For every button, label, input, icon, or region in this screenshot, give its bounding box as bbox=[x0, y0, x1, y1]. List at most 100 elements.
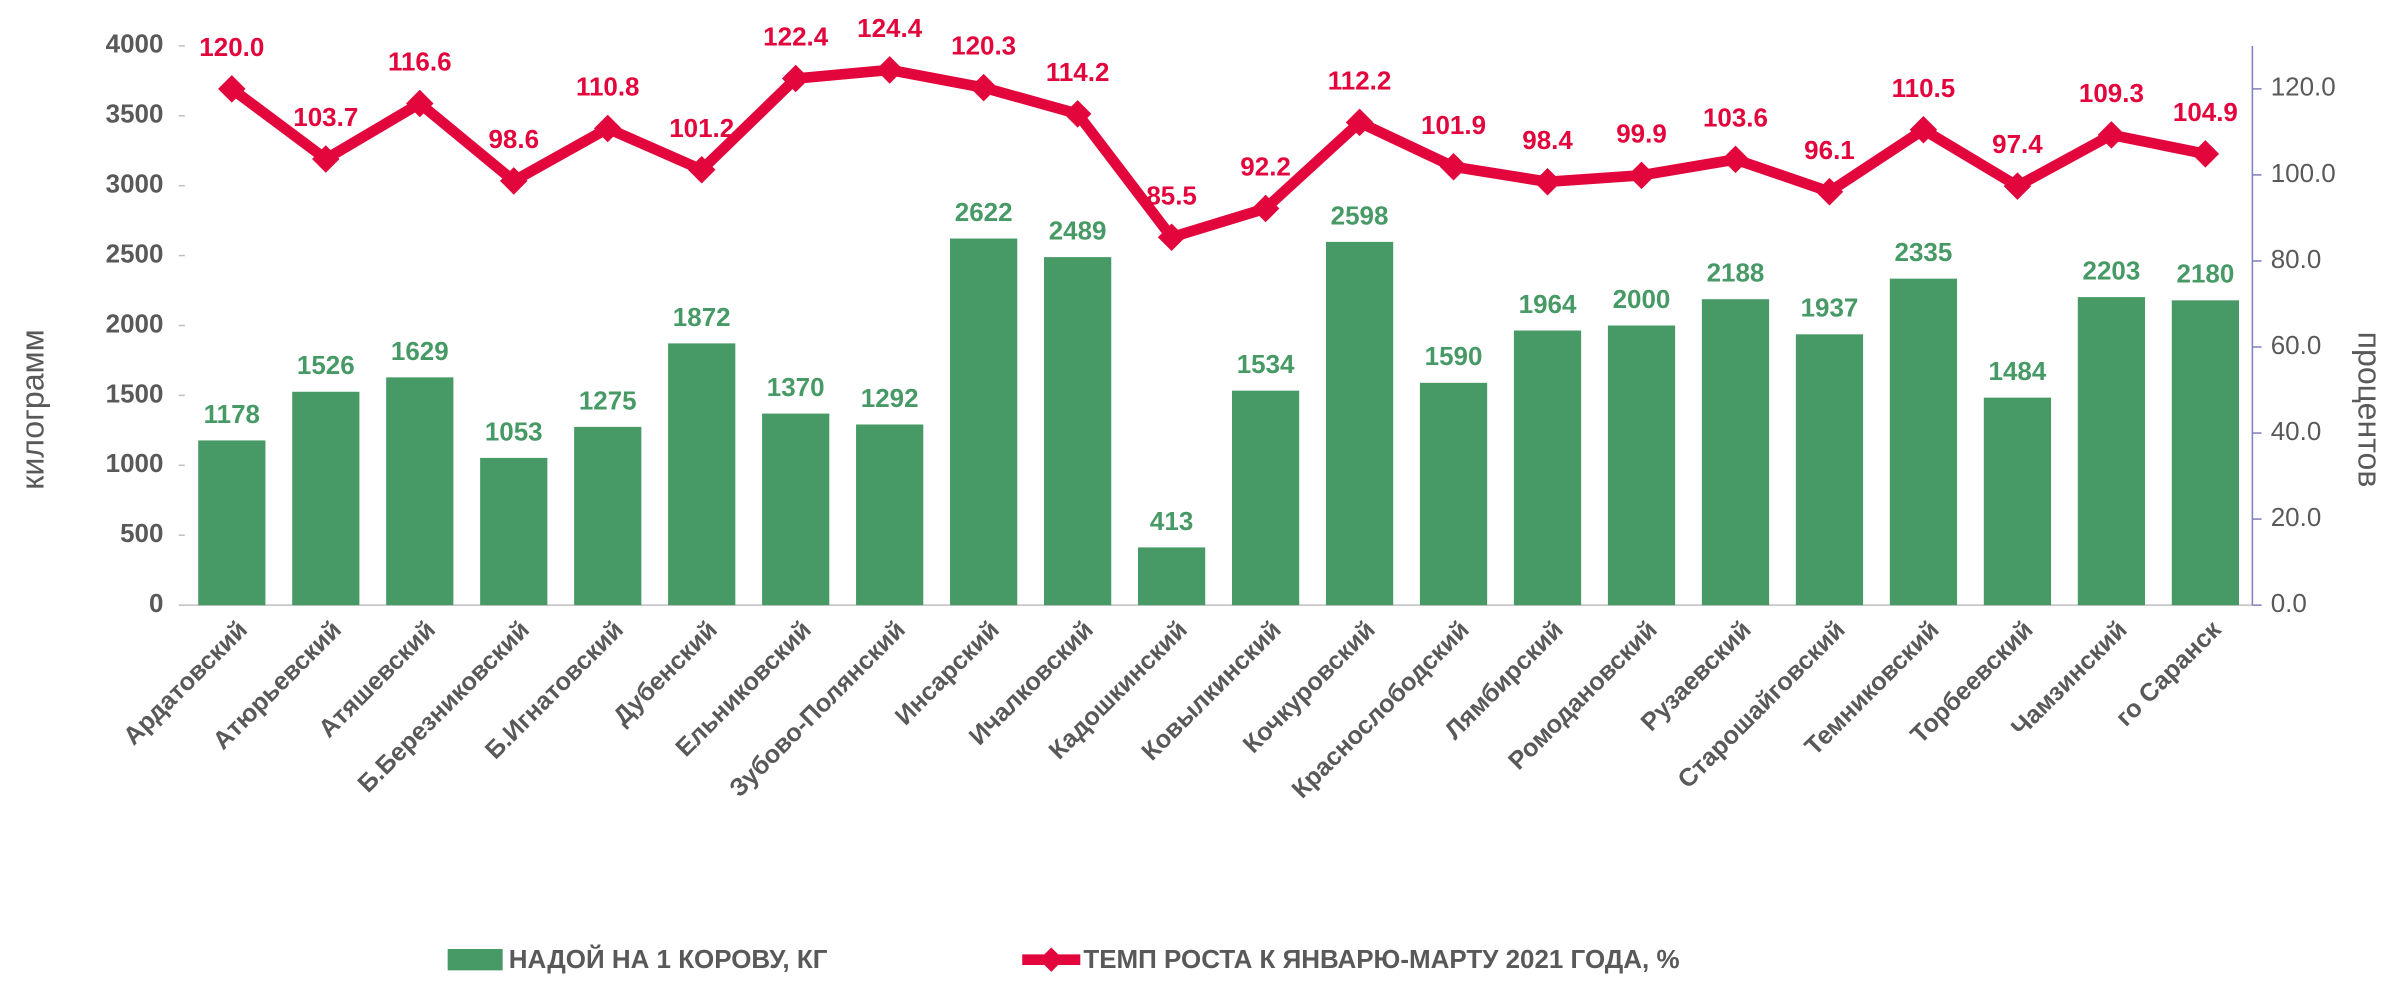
line-value-label: 101.9 bbox=[1421, 110, 1486, 140]
y-axis-label: килограмм bbox=[15, 329, 51, 489]
bar-value-label: 2598 bbox=[1331, 200, 1389, 230]
bar bbox=[1795, 334, 1864, 606]
line-marker bbox=[1533, 168, 1562, 196]
y2-tick-label: 60.0 bbox=[2271, 330, 2322, 360]
line-marker bbox=[875, 56, 904, 84]
bar bbox=[1889, 278, 1958, 606]
line-value-label: 98.4 bbox=[1522, 125, 1573, 155]
line-marker bbox=[1157, 223, 1186, 252]
bar-value-label: 1937 bbox=[1801, 293, 1859, 323]
bar-value-label: 413 bbox=[1150, 506, 1193, 536]
bar-value-label: 2180 bbox=[2176, 259, 2234, 289]
bar-value-label: 2203 bbox=[2083, 256, 2141, 286]
bar bbox=[198, 440, 266, 606]
y2-tick-label: 0.0 bbox=[2271, 588, 2307, 618]
bar bbox=[1701, 299, 1770, 606]
line-marker bbox=[781, 64, 810, 93]
line-value-label: 110.5 bbox=[1892, 73, 1956, 103]
bar-value-label: 1178 bbox=[204, 399, 260, 429]
bar-value-label: 1292 bbox=[861, 383, 919, 413]
y2-tick-label: 20.0 bbox=[2271, 502, 2322, 532]
line-value-label: 99.9 bbox=[1616, 118, 1667, 148]
bar-value-label: 1590 bbox=[1425, 341, 1483, 371]
bar bbox=[950, 238, 1018, 606]
bar-value-label: 2489 bbox=[1049, 216, 1107, 246]
bar-value-label: 1370 bbox=[767, 372, 825, 402]
line-value-label: 97.4 bbox=[1992, 129, 2043, 159]
x-tick-label: Старошайговский bbox=[1673, 616, 1851, 794]
y2-axis-label: процентов bbox=[2352, 332, 2388, 488]
line-marker bbox=[1439, 152, 1468, 181]
x-tick-label: Краснослободский bbox=[1287, 616, 1475, 804]
bar bbox=[1137, 547, 1206, 606]
bar bbox=[762, 413, 830, 606]
line-marker bbox=[1815, 177, 1844, 206]
bar-value-label: 1534 bbox=[1237, 349, 1295, 379]
bar-value-label: 1872 bbox=[673, 302, 731, 332]
legend-swatch bbox=[447, 948, 503, 971]
bar bbox=[386, 377, 454, 606]
y2-tick-label: 120.0 bbox=[2271, 72, 2336, 102]
line-value-label: 120.0 bbox=[199, 32, 264, 62]
line-value-label: 103.6 bbox=[1703, 103, 1768, 133]
bar-value-label: 1484 bbox=[1989, 356, 2047, 386]
line-value-label: 124.4 bbox=[857, 13, 923, 43]
bar-value-label: 1964 bbox=[1519, 289, 1577, 319]
bar bbox=[480, 457, 548, 606]
bar bbox=[1607, 325, 1676, 606]
line-marker bbox=[1909, 115, 1938, 144]
bar bbox=[1044, 257, 1112, 606]
line-value-label: 92.2 bbox=[1240, 152, 1291, 182]
y2-tick-label: 100.0 bbox=[2271, 158, 2336, 188]
bar bbox=[1513, 330, 1582, 606]
y-tick-label: 2500 bbox=[106, 238, 164, 268]
bar-value-label: 2188 bbox=[1707, 258, 1765, 288]
y-tick-label: 500 bbox=[120, 518, 163, 548]
bar bbox=[1983, 397, 2052, 606]
line-marker bbox=[1627, 161, 1656, 190]
line-marker bbox=[1721, 145, 1750, 174]
bar bbox=[668, 343, 736, 606]
line-value-label: 101.2 bbox=[669, 113, 734, 143]
bar bbox=[1231, 390, 1300, 606]
line-marker bbox=[2191, 140, 2220, 168]
line-value-label: 122.4 bbox=[763, 22, 829, 52]
line-value-label: 103.7 bbox=[293, 102, 358, 132]
bar bbox=[2171, 300, 2240, 606]
bar bbox=[1325, 241, 1394, 606]
x-tick-label: Б.Березниковский bbox=[352, 616, 534, 798]
x-tick-label: Зубово-Полянский bbox=[724, 616, 911, 803]
bar-value-label: 2000 bbox=[1613, 284, 1671, 314]
bar-value-label: 2622 bbox=[955, 197, 1013, 227]
line-marker bbox=[969, 73, 998, 102]
y2-tick-label: 80.0 bbox=[2271, 244, 2322, 274]
y-tick-label: 4000 bbox=[106, 29, 164, 59]
bar-value-label: 1053 bbox=[485, 416, 543, 446]
y-tick-label: 3000 bbox=[106, 169, 164, 199]
bar bbox=[292, 391, 360, 606]
line-marker bbox=[1345, 108, 1374, 137]
bar bbox=[856, 424, 924, 606]
line-marker bbox=[218, 75, 246, 103]
line-value-label: 114.2 bbox=[1046, 57, 1110, 87]
line-value-label: 85.5 bbox=[1146, 180, 1197, 210]
line-value-label: 110.8 bbox=[576, 72, 640, 102]
bar bbox=[1419, 382, 1488, 606]
bar bbox=[574, 426, 642, 606]
line-value-label: 109.3 bbox=[2079, 78, 2144, 108]
bar-value-label: 1526 bbox=[297, 350, 355, 380]
line-value-label: 112.2 bbox=[1328, 66, 1392, 96]
legend-marker bbox=[1039, 947, 1064, 972]
y-tick-label: 2000 bbox=[106, 308, 164, 338]
legend-label: ТЕМП РОСТА К ЯНВАРЮ-МАРТУ 2021 ГОДА, % bbox=[1083, 944, 1679, 974]
y-tick-label: 3500 bbox=[106, 99, 164, 129]
line-value-label: 116.6 bbox=[388, 47, 452, 77]
bar-value-label: 2335 bbox=[1895, 237, 1953, 267]
line-value-label: 98.6 bbox=[488, 124, 539, 154]
bar bbox=[2077, 297, 2146, 606]
legend-label: НАДОЙ НА 1 КОРОВУ, КГ bbox=[509, 944, 828, 974]
y-tick-label: 0 bbox=[149, 588, 163, 618]
y-tick-label: 1000 bbox=[106, 448, 164, 478]
bar-value-label: 1629 bbox=[391, 336, 449, 366]
